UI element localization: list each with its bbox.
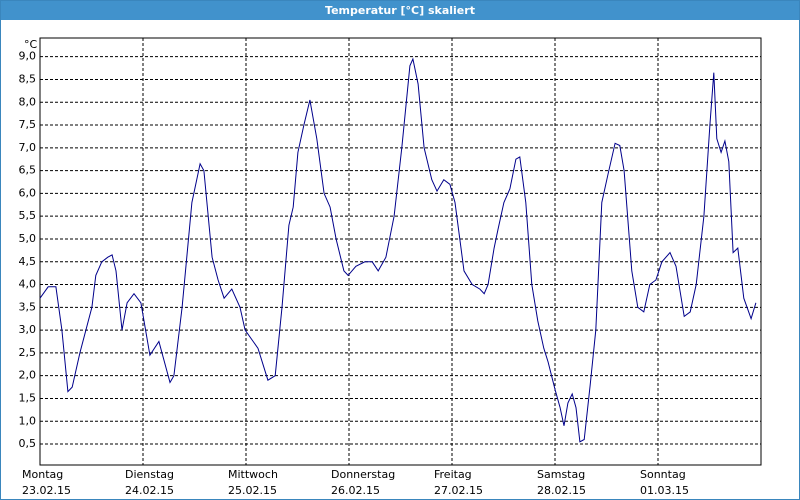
y-tick-label: 7,0 — [19, 141, 37, 154]
x-tick-label: Donnerstag — [331, 468, 395, 481]
y-tick-label: 6,0 — [19, 186, 37, 199]
y-tick-label: 3,5 — [19, 300, 37, 313]
y-tick-label: 1,5 — [19, 391, 37, 404]
y-unit: °C — [24, 38, 38, 51]
x-tick-date: 24.02.15 — [125, 484, 174, 497]
x-tick-label: Sonntag — [640, 468, 686, 481]
y-tick-label: 9,0 — [19, 50, 37, 63]
y-tick-label: 7,5 — [19, 118, 37, 131]
x-tick-date: 23.02.15 — [22, 484, 71, 497]
y-tick-label: 2,0 — [19, 369, 37, 382]
x-tick-label: Montag — [22, 468, 63, 481]
x-tick-date: 26.02.15 — [331, 484, 380, 497]
y-tick-label: 4,5 — [19, 255, 37, 268]
y-tick-label: 8,0 — [19, 95, 37, 108]
x-tick-label: Dienstag — [125, 468, 174, 481]
window-title: Temperatur [°C] skaliert — [1, 1, 799, 20]
x-tick-date: 27.02.15 — [434, 484, 483, 497]
y-tick-label: 4,0 — [19, 278, 37, 291]
y-tick-label: 5,0 — [19, 232, 37, 245]
x-tick-label: Freitag — [434, 468, 472, 481]
y-tick-label: 1,0 — [19, 414, 37, 427]
y-tick-label: 6,5 — [19, 164, 37, 177]
y-tick-label: 3,0 — [19, 323, 37, 336]
y-tick-label: 2,5 — [19, 346, 37, 359]
y-tick-label: 8,5 — [19, 72, 37, 85]
x-tick-date: 01.03.15 — [640, 484, 689, 497]
y-tick-label: 0,5 — [19, 437, 37, 450]
x-tick-date: 28.02.15 — [537, 484, 586, 497]
x-tick-label: Samstag — [537, 468, 585, 481]
plot-area — [39, 37, 762, 466]
x-tick-date: 25.02.15 — [228, 484, 277, 497]
temperature-line — [39, 57, 757, 443]
x-tick-label: Mittwoch — [228, 468, 278, 481]
y-tick-label: 5,5 — [19, 209, 37, 222]
